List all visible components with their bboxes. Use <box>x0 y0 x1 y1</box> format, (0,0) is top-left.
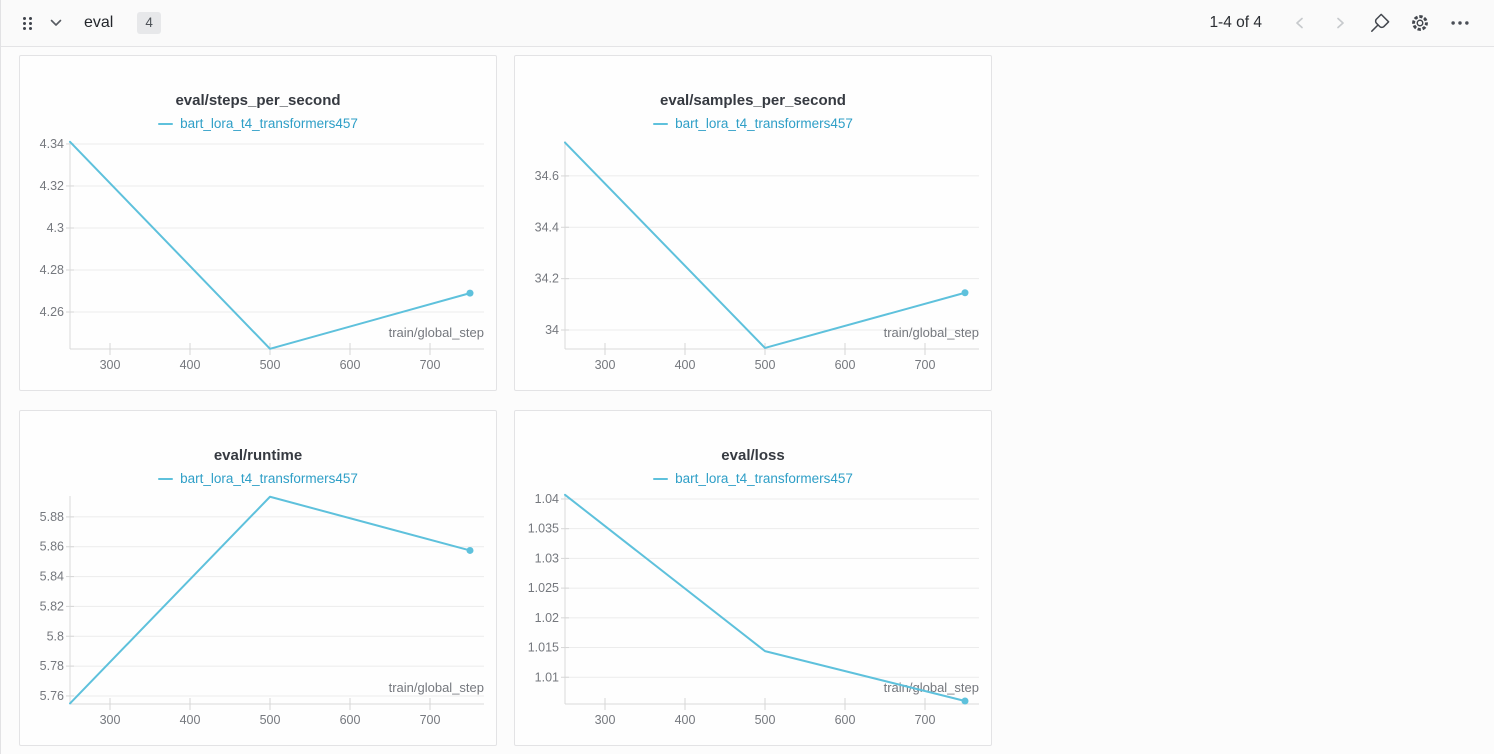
x-tick-label: 700 <box>915 713 936 727</box>
y-tick-label: 5.76 <box>40 689 64 703</box>
y-tick-label: 5.8 <box>47 629 64 643</box>
series-end-point <box>466 289 474 297</box>
panel-grid: eval/steps_per_second bart_lora_t4_trans… <box>1 47 1494 754</box>
legend-run-name[interactable]: bart_lora_t4_transformers457 <box>675 471 853 486</box>
y-tick-label: 1.03 <box>535 551 559 565</box>
y-tick-label: 5.78 <box>40 659 64 673</box>
chart-title: eval/steps_per_second <box>175 92 341 109</box>
y-tick-label: 4.28 <box>40 263 64 277</box>
y-tick-label: 5.88 <box>40 510 64 524</box>
pagination-label: 1-4 of 4 <box>1209 14 1262 31</box>
x-tick-label: 400 <box>675 358 696 372</box>
previous-page-button[interactable] <box>1280 7 1320 39</box>
y-tick-label: 34.4 <box>535 220 559 234</box>
x-tick-label: 700 <box>420 358 441 372</box>
collapse-section-button[interactable] <box>48 15 64 31</box>
series-end-point <box>961 289 969 297</box>
legend-run-name[interactable]: bart_lora_t4_transformers457 <box>675 116 853 131</box>
x-tick-label: 300 <box>100 713 121 727</box>
y-tick-label: 34 <box>545 323 559 337</box>
series-end-point <box>961 697 969 705</box>
section-title[interactable]: eval <box>84 14 114 31</box>
y-tick-label: 34.2 <box>535 272 559 286</box>
chart-title: eval/loss <box>721 447 785 464</box>
x-tick-label: 300 <box>595 358 616 372</box>
x-axis-label: train/global_step <box>389 680 484 695</box>
series-line <box>69 140 471 350</box>
legend-line-swatch <box>158 477 174 480</box>
chart-legend: bart_lora_t4_transformers457 <box>20 116 496 131</box>
y-tick-label: 1.02 <box>535 611 559 625</box>
chart-panel[interactable]: eval/steps_per_second bart_lora_t4_trans… <box>19 55 497 391</box>
section-header: eval 4 1-4 of 4 <box>1 0 1494 47</box>
legend-line-swatch <box>158 122 174 125</box>
x-axis-label: train/global_step <box>389 325 484 340</box>
y-tick-label: 1.015 <box>528 641 559 655</box>
chart-panel[interactable]: eval/runtime bart_lora_t4_transformers45… <box>19 410 497 746</box>
line-chart[interactable]: 34 34.2 34.4 34.6 300 400 500 600 700 train/globa… <box>515 136 991 388</box>
line-chart[interactable]: 5.76 5.78 5.8 5.82 5.84 5.86 5.88 300 400 500 600 7… <box>20 491 496 743</box>
legend-line-swatch <box>653 477 669 480</box>
chart-legend: bart_lora_t4_transformers457 <box>515 471 991 486</box>
series-line <box>69 495 471 705</box>
y-tick-label: 1.035 <box>528 522 559 536</box>
chart-legend: bart_lora_t4_transformers457 <box>20 471 496 486</box>
x-tick-label: 600 <box>835 713 856 727</box>
x-tick-label: 700 <box>915 358 936 372</box>
panel-count-badge: 4 <box>137 12 161 34</box>
drag-handle-icon[interactable] <box>21 15 34 32</box>
next-page-button[interactable] <box>1320 7 1360 39</box>
x-tick-label: 500 <box>260 358 281 372</box>
y-tick-label: 4.26 <box>40 305 64 319</box>
y-tick-label: 5.82 <box>40 599 64 613</box>
series-end-point <box>466 546 474 554</box>
y-tick-label: 4.3 <box>47 221 64 235</box>
x-tick-label: 400 <box>675 713 696 727</box>
x-tick-label: 400 <box>180 358 201 372</box>
chart-title: eval/samples_per_second <box>660 92 846 109</box>
line-chart[interactable]: 1.01 1.015 1.02 1.025 1.03 1.035 1.04 300 400 500… <box>515 491 991 743</box>
legend-line-swatch <box>653 122 669 125</box>
legend-run-name[interactable]: bart_lora_t4_transformers457 <box>180 471 358 486</box>
y-tick-label: 1.025 <box>528 581 559 595</box>
y-tick-label: 1.01 <box>535 670 559 684</box>
line-chart[interactable]: 4.26 4.28 4.3 4.32 4.34 300 400 500 600 700 train/… <box>20 136 496 388</box>
x-axis-label: train/global_step <box>884 325 979 340</box>
chart-title: eval/runtime <box>213 447 303 464</box>
more-options-icon[interactable] <box>1440 7 1480 39</box>
chart-legend: bart_lora_t4_transformers457 <box>515 116 991 131</box>
y-tick-label: 4.34 <box>40 137 64 151</box>
x-tick-label: 300 <box>100 358 121 372</box>
y-tick-label: 5.84 <box>40 570 64 584</box>
x-tick-label: 500 <box>755 713 776 727</box>
y-tick-label: 34.6 <box>535 169 559 183</box>
series-line <box>564 493 966 703</box>
chart-panel[interactable]: eval/loss bart_lora_t4_transformers457 1… <box>514 410 992 746</box>
y-tick-label: 5.86 <box>40 540 64 554</box>
y-tick-label: 1.04 <box>535 492 559 506</box>
x-tick-label: 700 <box>420 713 441 727</box>
x-tick-label: 600 <box>340 713 361 727</box>
x-tick-label: 300 <box>595 713 616 727</box>
x-tick-label: 500 <box>755 358 776 372</box>
legend-run-name[interactable]: bart_lora_t4_transformers457 <box>180 116 358 131</box>
y-tick-label: 4.32 <box>40 179 64 193</box>
x-tick-label: 400 <box>180 713 201 727</box>
chart-panel[interactable]: eval/samples_per_second bart_lora_t4_tra… <box>514 55 992 391</box>
x-axis-label: train/global_step <box>884 680 979 695</box>
series-line <box>564 141 966 349</box>
x-tick-label: 600 <box>340 358 361 372</box>
gear-icon[interactable] <box>1400 7 1440 39</box>
x-tick-label: 600 <box>835 358 856 372</box>
x-tick-label: 500 <box>260 713 281 727</box>
pin-icon[interactable] <box>1360 7 1400 39</box>
